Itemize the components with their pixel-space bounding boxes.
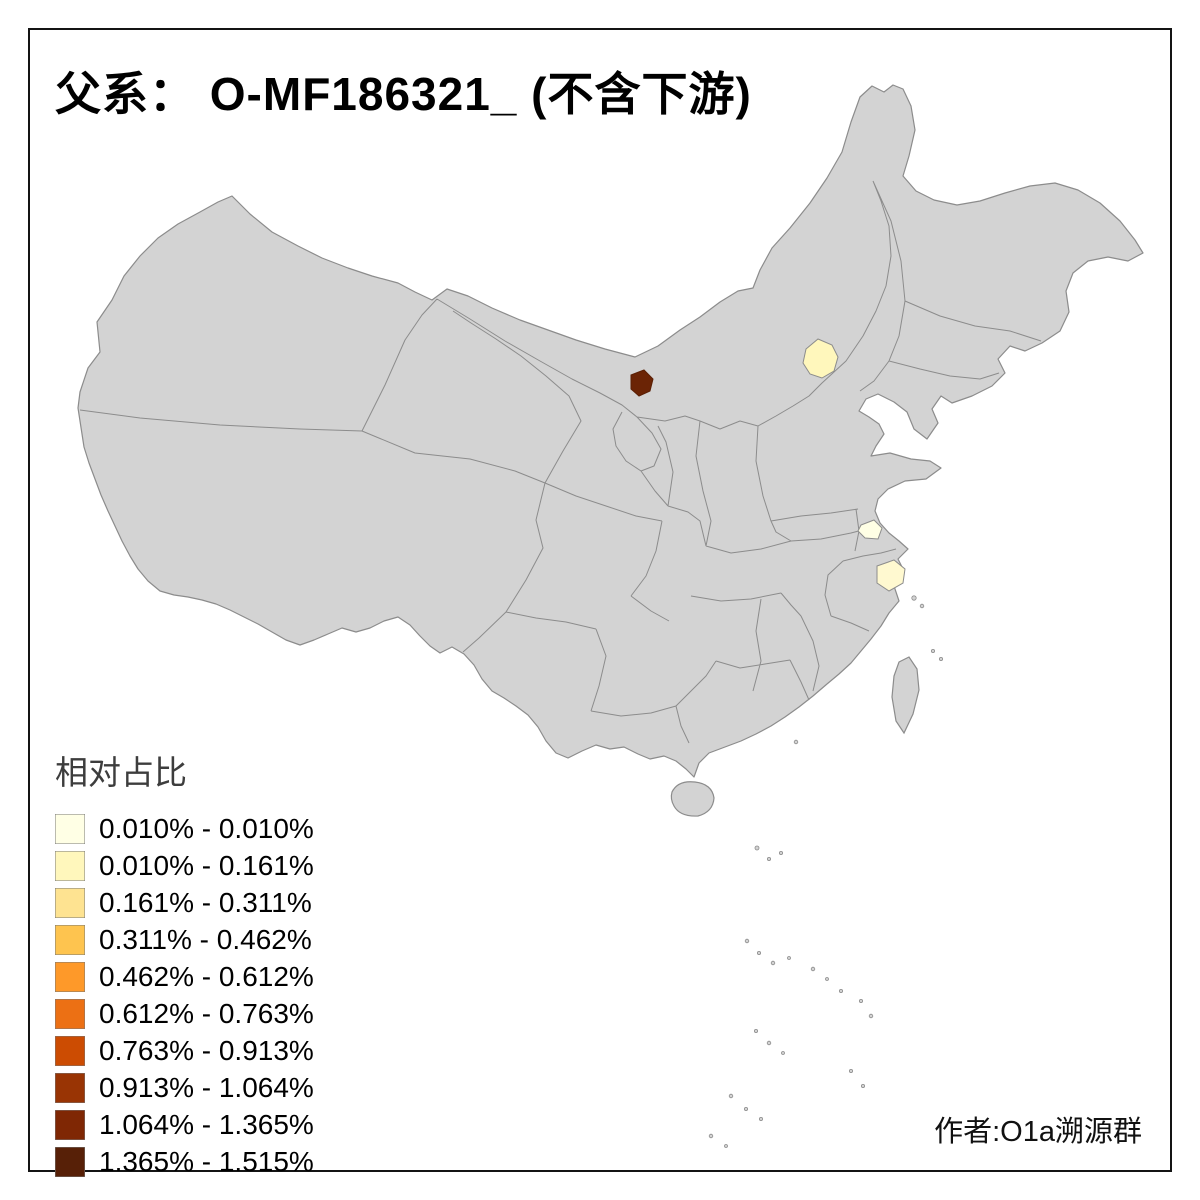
legend-label: 0.462% - 0.612% [99,960,314,992]
legend-swatch [55,813,85,844]
legend-label: 1.064% - 1.365% [99,1108,314,1140]
small-islands [708,595,944,1148]
china-mainland-shape [77,84,1144,778]
author-credit: 作者:O1a溯源群 [934,1116,1142,1148]
region-highlight-north [802,338,839,379]
legend-label: 0.010% - 0.161% [99,849,314,881]
region-highlight-zhejiang [876,559,906,592]
legend-row: 0.462% - 0.612% [55,958,314,995]
legend-swatch [55,887,85,918]
legend-swatch [55,850,85,881]
legend-row: 0.612% - 0.763% [55,995,314,1032]
legend-label: 0.763% - 0.913% [99,1034,314,1066]
legend-swatch [55,1035,85,1066]
legend-label: 0.612% - 0.763% [99,997,314,1029]
legend-label: 0.010% - 0.010% [99,812,314,844]
legend-swatch [55,998,85,1029]
legend-row: 0.763% - 0.913% [55,1032,314,1069]
legend-title: 相对占比 [55,754,187,791]
region-highlight-jiangsu [857,519,883,540]
legend-row: 0.161% - 0.311% [55,884,314,921]
hainan-island-shape [670,781,715,817]
legend-row: 1.064% - 1.365% [55,1106,314,1143]
taiwan-island-shape [891,656,920,735]
legend-swatch [55,924,85,955]
legend-row: 1.365% - 1.515% [55,1143,314,1180]
legend-swatch [55,1109,85,1140]
legend-label: 1.365% - 1.515% [99,1145,314,1177]
page-title: 父系： O-MF186321_ (不含下游) [55,68,752,120]
legend-label: 0.311% - 0.462% [99,923,312,955]
region-highlight-northwest [630,369,654,397]
legend-row: 0.311% - 0.462% [55,921,314,958]
legend-row: 0.010% - 0.161% [55,847,314,884]
legend-swatch [55,1072,85,1103]
legend-label: 0.161% - 0.311% [99,886,312,918]
province-borders [79,180,1042,744]
legend-label: 0.913% - 1.064% [99,1071,314,1103]
map-legend: 相对占比 0.010% - 0.010% 0.010% - 0.161% 0.1… [55,746,314,1180]
legend-swatch [55,1146,85,1177]
legend-row: 0.913% - 1.064% [55,1069,314,1106]
legend-row: 0.010% - 0.010% [55,810,314,847]
legend-swatch [55,961,85,992]
